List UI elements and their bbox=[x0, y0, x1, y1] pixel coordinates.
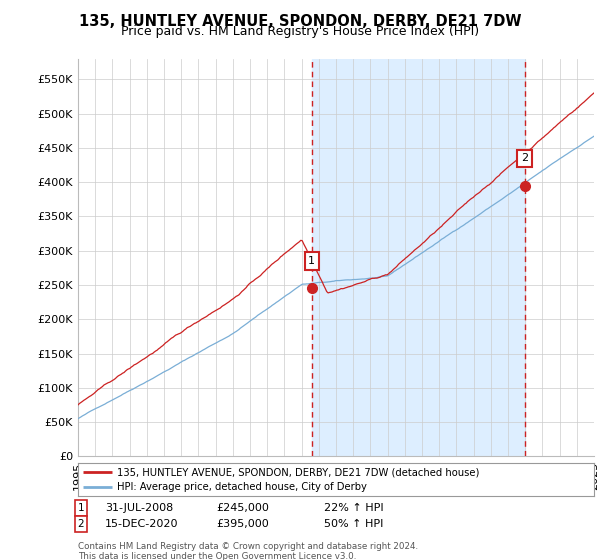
Text: Price paid vs. HM Land Registry's House Price Index (HPI): Price paid vs. HM Land Registry's House … bbox=[121, 25, 479, 38]
Text: 50% ↑ HPI: 50% ↑ HPI bbox=[324, 519, 383, 529]
Text: £245,000: £245,000 bbox=[216, 503, 269, 513]
Text: HPI: Average price, detached house, City of Derby: HPI: Average price, detached house, City… bbox=[116, 483, 367, 492]
Text: £395,000: £395,000 bbox=[216, 519, 269, 529]
Bar bbox=[311, 59, 524, 456]
Text: 1: 1 bbox=[77, 503, 85, 513]
Text: 15-DEC-2020: 15-DEC-2020 bbox=[105, 519, 179, 529]
Text: 2: 2 bbox=[521, 153, 528, 163]
Text: 1: 1 bbox=[308, 256, 315, 266]
Text: 135, HUNTLEY AVENUE, SPONDON, DERBY, DE21 7DW (detached house): 135, HUNTLEY AVENUE, SPONDON, DERBY, DE2… bbox=[116, 467, 479, 477]
Text: Contains HM Land Registry data © Crown copyright and database right 2024.
This d: Contains HM Land Registry data © Crown c… bbox=[78, 542, 418, 560]
Text: 135, HUNTLEY AVENUE, SPONDON, DERBY, DE21 7DW: 135, HUNTLEY AVENUE, SPONDON, DERBY, DE2… bbox=[79, 14, 521, 29]
Text: 22% ↑ HPI: 22% ↑ HPI bbox=[324, 503, 383, 513]
Text: 31-JUL-2008: 31-JUL-2008 bbox=[105, 503, 173, 513]
Text: 2: 2 bbox=[77, 519, 85, 529]
